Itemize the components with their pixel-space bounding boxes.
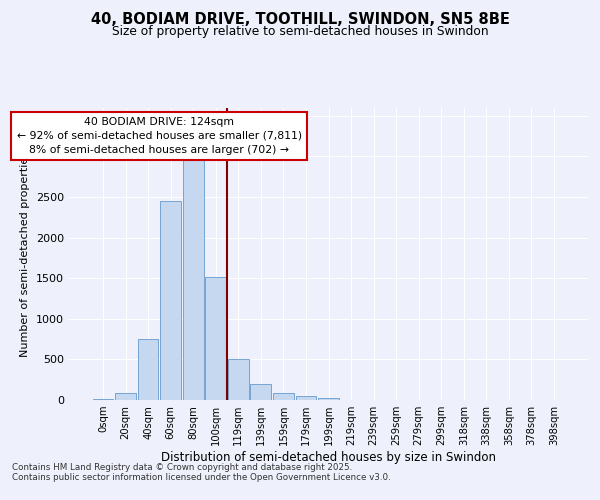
Bar <box>205 278 226 400</box>
Text: Contains public sector information licensed under the Open Government Licence v3: Contains public sector information licen… <box>12 472 391 482</box>
Bar <box>183 160 203 400</box>
Bar <box>92 399 113 400</box>
Bar <box>115 393 136 400</box>
Bar <box>137 339 158 400</box>
Bar <box>228 360 248 400</box>
X-axis label: Distribution of semi-detached houses by size in Swindon: Distribution of semi-detached houses by … <box>161 451 496 464</box>
Text: Contains HM Land Registry data © Crown copyright and database right 2025.: Contains HM Land Registry data © Crown c… <box>12 462 352 471</box>
Bar <box>273 392 294 400</box>
Bar <box>160 201 181 400</box>
Text: 40 BODIAM DRIVE: 124sqm
← 92% of semi-detached houses are smaller (7,811)
8% of : 40 BODIAM DRIVE: 124sqm ← 92% of semi-de… <box>17 117 302 155</box>
Text: Size of property relative to semi-detached houses in Swindon: Size of property relative to semi-detach… <box>112 25 488 38</box>
Y-axis label: Number of semi-detached properties: Number of semi-detached properties <box>20 151 31 357</box>
Text: 40, BODIAM DRIVE, TOOTHILL, SWINDON, SN5 8BE: 40, BODIAM DRIVE, TOOTHILL, SWINDON, SN5… <box>91 12 509 28</box>
Bar <box>250 384 271 400</box>
Bar <box>318 398 339 400</box>
Bar <box>296 396 316 400</box>
